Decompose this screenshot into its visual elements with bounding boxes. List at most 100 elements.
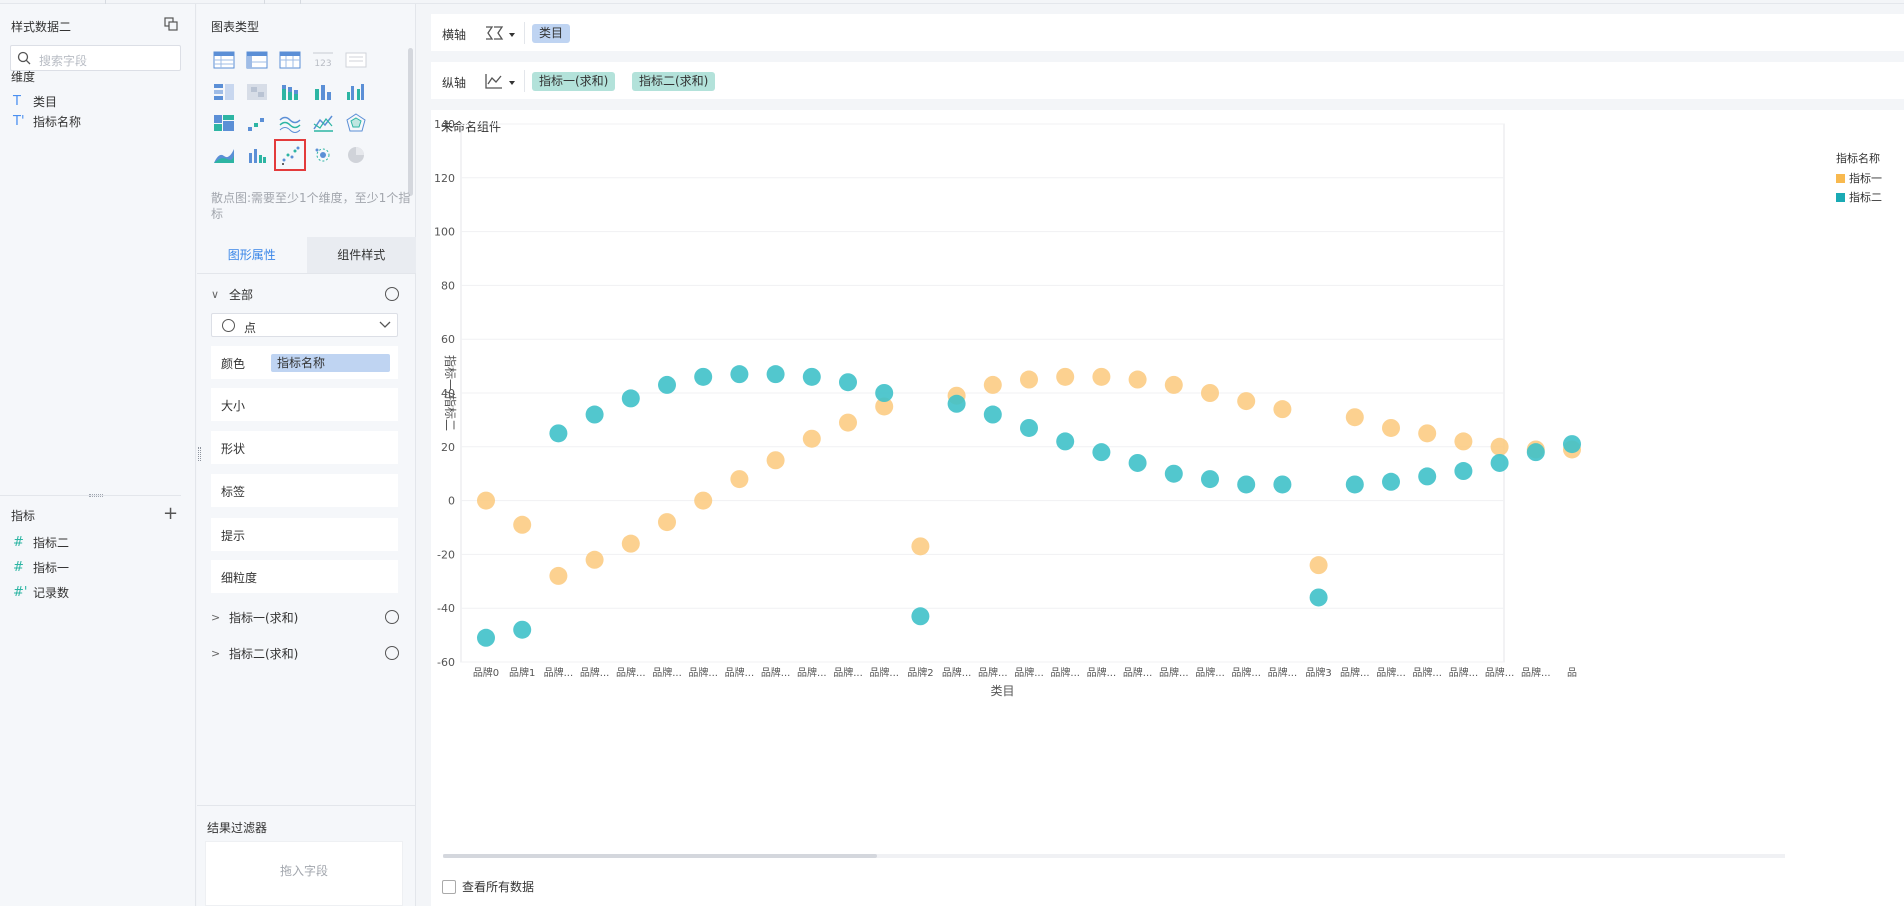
- legend-item[interactable]: 指标二: [1836, 189, 1882, 205]
- scatter-point[interactable]: [1345, 408, 1364, 427]
- line-chart-icon[interactable]: [484, 72, 504, 90]
- scatter-point[interactable]: [1092, 443, 1111, 462]
- scatter-point[interactable]: [1164, 464, 1183, 483]
- measure-field[interactable]: # 指标二: [13, 534, 69, 551]
- scatter-point[interactable]: [1237, 392, 1256, 411]
- scatter-point[interactable]: [1164, 375, 1183, 394]
- show-all-data-toggle[interactable]: 查看所有数据: [442, 878, 534, 895]
- chart-types-scrollbar[interactable]: [408, 48, 413, 196]
- text-block-icon[interactable]: [345, 49, 367, 71]
- caret-down-icon[interactable]: [509, 33, 515, 37]
- resize-handle[interactable]: [89, 494, 103, 497]
- scatter-point[interactable]: [1382, 418, 1400, 437]
- scatter-point[interactable]: [1020, 418, 1038, 437]
- group-measure-2[interactable]: > 指标二(求和): [211, 645, 298, 662]
- scatter-point[interactable]: [549, 424, 568, 443]
- scatter-point[interactable]: [1563, 435, 1581, 454]
- combo-chart-icon[interactable]: [246, 144, 268, 166]
- group-measure-1[interactable]: > 指标一(求和): [211, 609, 298, 626]
- scatter-point[interactable]: [1490, 437, 1509, 456]
- scatter-point[interactable]: [1020, 370, 1038, 389]
- scatter-point[interactable]: [1128, 370, 1147, 389]
- mark-type-select[interactable]: 点: [211, 313, 398, 337]
- scatter-point[interactable]: [621, 534, 640, 553]
- tab-component-style[interactable]: 组件样式: [306, 237, 416, 273]
- y-axis-field-chip[interactable]: 指标二(求和): [632, 72, 716, 91]
- multi-line-icon[interactable]: [279, 112, 301, 134]
- scatter-point[interactable]: [694, 367, 713, 386]
- switch-dataset-icon[interactable]: [164, 17, 178, 31]
- grouped-table-icon[interactable]: [213, 81, 235, 103]
- result-filter-dropzone[interactable]: 拖入字段: [205, 841, 403, 906]
- line-chart-icon[interactable]: [312, 112, 334, 134]
- scatter-point[interactable]: [947, 394, 966, 413]
- shape-circle-icon[interactable]: [385, 610, 399, 624]
- scatter-point[interactable]: [983, 375, 1002, 394]
- step-bar-icon[interactable]: [246, 112, 268, 134]
- scatter-point[interactable]: [911, 537, 930, 556]
- table-icon[interactable]: [213, 49, 235, 71]
- scatter-point[interactable]: [875, 384, 894, 402]
- scatter-point[interactable]: [1309, 556, 1328, 575]
- show-all-checkbox[interactable]: [442, 879, 456, 894]
- stacked-bar-icon[interactable]: [279, 81, 301, 103]
- measure-field[interactable]: #' 记录数: [13, 584, 69, 601]
- scatter-point[interactable]: [1526, 443, 1545, 462]
- scatter-point[interactable]: [802, 429, 821, 448]
- scatter-point[interactable]: [477, 628, 495, 647]
- group-all[interactable]: ∨ 全部: [211, 286, 253, 303]
- scatter-point[interactable]: [1454, 432, 1473, 451]
- area-chart-icon[interactable]: [213, 144, 235, 166]
- detail-table-icon[interactable]: [279, 49, 301, 71]
- scatter-point[interactable]: [1454, 462, 1473, 481]
- scatter-point[interactable]: [839, 373, 857, 392]
- shape-property[interactable]: 形状: [211, 431, 398, 464]
- scatter-chart-icon[interactable]: [274, 138, 306, 171]
- heatmap-table-icon[interactable]: [246, 81, 268, 103]
- scatter-point[interactable]: [1056, 367, 1075, 386]
- scatter-point[interactable]: [1490, 453, 1509, 472]
- y-axis-field-chip[interactable]: 指标一(求和): [532, 72, 616, 91]
- scatter-point[interactable]: [839, 413, 857, 432]
- scatter-point[interactable]: [802, 367, 821, 386]
- scatter-point[interactable]: [1092, 367, 1111, 386]
- scatter-point[interactable]: [513, 515, 532, 534]
- scatter-point[interactable]: [730, 365, 749, 384]
- field-search-input[interactable]: 搜索字段: [10, 45, 181, 71]
- cross-table-icon[interactable]: [246, 49, 268, 71]
- panel-resize-handle[interactable]: [198, 447, 201, 461]
- color-field-chip[interactable]: 指标名称: [271, 354, 390, 372]
- scatter-point[interactable]: [1273, 475, 1292, 494]
- column-chart-icon[interactable]: [345, 81, 367, 103]
- dimension-field[interactable]: T 类目: [13, 93, 57, 110]
- scatter-point[interactable]: [1382, 472, 1400, 491]
- scatter-point[interactable]: [730, 470, 749, 489]
- scatter-point[interactable]: [658, 513, 676, 532]
- tooltip-property[interactable]: 提示: [211, 518, 398, 551]
- bubble-chart-icon[interactable]: [312, 144, 334, 166]
- scatter-point[interactable]: [1237, 475, 1256, 494]
- scatter-point[interactable]: [621, 389, 640, 408]
- scatter-point[interactable]: [911, 607, 930, 626]
- scatter-point[interactable]: [585, 550, 604, 569]
- scatter-point[interactable]: [1056, 432, 1075, 451]
- legend-item[interactable]: 指标一: [1836, 170, 1882, 186]
- granularity-property[interactable]: 细粒度: [211, 560, 398, 593]
- scatter-point[interactable]: [766, 365, 785, 384]
- measure-field[interactable]: # 指标一: [13, 559, 69, 576]
- scatter-point[interactable]: [1128, 453, 1147, 472]
- scatter-point[interactable]: [1418, 424, 1437, 443]
- size-property[interactable]: 大小: [211, 388, 398, 421]
- treemap-icon[interactable]: [213, 112, 235, 134]
- scatter-point[interactable]: [585, 405, 604, 424]
- scrollbar-thumb[interactable]: [443, 854, 877, 858]
- color-property[interactable]: 颜色 指标名称: [211, 346, 398, 379]
- scatter-point[interactable]: [513, 620, 532, 639]
- scatter-point[interactable]: [983, 405, 1002, 424]
- scatter-point[interactable]: [1345, 475, 1364, 494]
- bar-chart-icon[interactable]: [312, 81, 334, 103]
- scatter-point[interactable]: [1201, 470, 1219, 489]
- pie-chart-icon[interactable]: [345, 144, 367, 166]
- caret-down-icon[interactable]: [509, 81, 515, 85]
- shape-circle-icon[interactable]: [385, 287, 399, 301]
